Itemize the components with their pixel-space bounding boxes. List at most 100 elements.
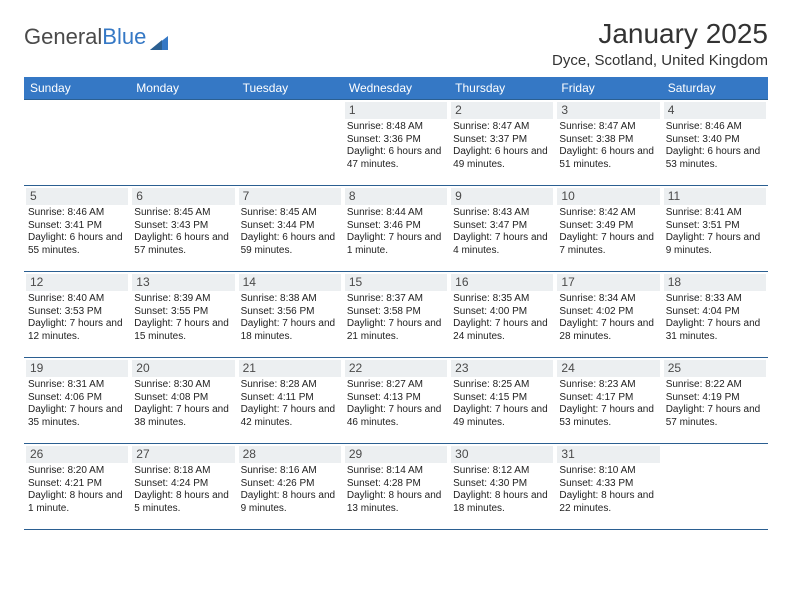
sunrise-line: Sunrise: 8:47 AM bbox=[559, 121, 657, 134]
sunset-line: Sunset: 4:06 PM bbox=[28, 392, 126, 405]
daylight-line: Daylight: 6 hours and 53 minutes. bbox=[666, 146, 764, 171]
daylight-line: Daylight: 7 hours and 42 minutes. bbox=[241, 404, 339, 429]
sunset-line: Sunset: 4:21 PM bbox=[28, 478, 126, 491]
day-cell: 2Sunrise: 8:47 AMSunset: 3:37 PMDaylight… bbox=[449, 99, 555, 185]
day-cell: 27Sunrise: 8:18 AMSunset: 4:24 PMDayligh… bbox=[130, 443, 236, 529]
month-title: January 2025 bbox=[552, 18, 768, 50]
daylight-line: Daylight: 6 hours and 51 minutes. bbox=[559, 146, 657, 171]
daylight-line: Daylight: 8 hours and 1 minute. bbox=[28, 490, 126, 515]
sunset-line: Sunset: 4:26 PM bbox=[241, 478, 339, 491]
dow-header: Saturday bbox=[662, 77, 768, 99]
daylight-line: Daylight: 7 hours and 21 minutes. bbox=[347, 318, 445, 343]
brand-logo: GeneralBlue bbox=[24, 24, 168, 50]
daylight-line: Daylight: 8 hours and 18 minutes. bbox=[453, 490, 551, 515]
sunset-line: Sunset: 3:44 PM bbox=[241, 220, 339, 233]
sunset-line: Sunset: 4:08 PM bbox=[134, 392, 232, 405]
day-number: 31 bbox=[555, 446, 661, 463]
day-number: 28 bbox=[237, 446, 343, 463]
sunset-line: Sunset: 4:24 PM bbox=[134, 478, 232, 491]
day-number: 30 bbox=[449, 446, 555, 463]
sunrise-line: Sunrise: 8:37 AM bbox=[347, 293, 445, 306]
day-cell: 3Sunrise: 8:47 AMSunset: 3:38 PMDaylight… bbox=[555, 99, 661, 185]
sunrise-line: Sunrise: 8:20 AM bbox=[28, 465, 126, 478]
day-cell: 6Sunrise: 8:45 AMSunset: 3:43 PMDaylight… bbox=[130, 185, 236, 271]
sunset-line: Sunset: 3:36 PM bbox=[347, 134, 445, 147]
day-number: 6 bbox=[130, 188, 236, 205]
sunset-line: Sunset: 3:46 PM bbox=[347, 220, 445, 233]
sunrise-line: Sunrise: 8:22 AM bbox=[666, 379, 764, 392]
sunset-line: Sunset: 4:04 PM bbox=[666, 306, 764, 319]
daylight-line: Daylight: 8 hours and 22 minutes. bbox=[559, 490, 657, 515]
day-cell: 4Sunrise: 8:46 AMSunset: 3:40 PMDaylight… bbox=[662, 99, 768, 185]
day-cell: 1Sunrise: 8:48 AMSunset: 3:36 PMDaylight… bbox=[343, 99, 449, 185]
sunrise-line: Sunrise: 8:38 AM bbox=[241, 293, 339, 306]
daylight-line: Daylight: 7 hours and 7 minutes. bbox=[559, 232, 657, 257]
sunrise-line: Sunrise: 8:46 AM bbox=[28, 207, 126, 220]
daylight-line: Daylight: 6 hours and 47 minutes. bbox=[347, 146, 445, 171]
sunrise-line: Sunrise: 8:12 AM bbox=[453, 465, 551, 478]
day-number: 29 bbox=[343, 446, 449, 463]
day-cell: 26Sunrise: 8:20 AMSunset: 4:21 PMDayligh… bbox=[24, 443, 130, 529]
daylight-line: Daylight: 7 hours and 46 minutes. bbox=[347, 404, 445, 429]
sunrise-line: Sunrise: 8:35 AM bbox=[453, 293, 551, 306]
day-cell: 22Sunrise: 8:27 AMSunset: 4:13 PMDayligh… bbox=[343, 357, 449, 443]
day-cell: 14Sunrise: 8:38 AMSunset: 3:56 PMDayligh… bbox=[237, 271, 343, 357]
day-number: 9 bbox=[449, 188, 555, 205]
sunset-line: Sunset: 4:02 PM bbox=[559, 306, 657, 319]
dow-header: Tuesday bbox=[237, 77, 343, 99]
sunset-line: Sunset: 4:28 PM bbox=[347, 478, 445, 491]
sunset-line: Sunset: 3:47 PM bbox=[453, 220, 551, 233]
dow-header: Friday bbox=[555, 77, 661, 99]
sunrise-line: Sunrise: 8:16 AM bbox=[241, 465, 339, 478]
sunset-line: Sunset: 4:30 PM bbox=[453, 478, 551, 491]
dow-header: Monday bbox=[130, 77, 236, 99]
sunrise-line: Sunrise: 8:44 AM bbox=[347, 207, 445, 220]
sunrise-line: Sunrise: 8:10 AM bbox=[559, 465, 657, 478]
day-cell: 5Sunrise: 8:46 AMSunset: 3:41 PMDaylight… bbox=[24, 185, 130, 271]
sunset-line: Sunset: 3:58 PM bbox=[347, 306, 445, 319]
empty-cell bbox=[237, 99, 343, 185]
daylight-line: Daylight: 6 hours and 55 minutes. bbox=[28, 232, 126, 257]
day-cell: 10Sunrise: 8:42 AMSunset: 3:49 PMDayligh… bbox=[555, 185, 661, 271]
sunset-line: Sunset: 4:15 PM bbox=[453, 392, 551, 405]
day-number: 10 bbox=[555, 188, 661, 205]
day-number: 20 bbox=[130, 360, 236, 377]
day-cell: 12Sunrise: 8:40 AMSunset: 3:53 PMDayligh… bbox=[24, 271, 130, 357]
daylight-line: Daylight: 8 hours and 13 minutes. bbox=[347, 490, 445, 515]
day-number: 21 bbox=[237, 360, 343, 377]
brand-blue: Blue bbox=[102, 24, 146, 50]
sunset-line: Sunset: 3:53 PM bbox=[28, 306, 126, 319]
day-number: 7 bbox=[237, 188, 343, 205]
sunrise-line: Sunrise: 8:39 AM bbox=[134, 293, 232, 306]
sunrise-line: Sunrise: 8:31 AM bbox=[28, 379, 126, 392]
sunrise-line: Sunrise: 8:48 AM bbox=[347, 121, 445, 134]
sunset-line: Sunset: 3:49 PM bbox=[559, 220, 657, 233]
day-cell: 13Sunrise: 8:39 AMSunset: 3:55 PMDayligh… bbox=[130, 271, 236, 357]
daylight-line: Daylight: 8 hours and 9 minutes. bbox=[241, 490, 339, 515]
sunset-line: Sunset: 3:37 PM bbox=[453, 134, 551, 147]
day-number: 4 bbox=[662, 102, 768, 119]
day-number: 15 bbox=[343, 274, 449, 291]
sunset-line: Sunset: 3:55 PM bbox=[134, 306, 232, 319]
sunset-line: Sunset: 3:43 PM bbox=[134, 220, 232, 233]
daylight-line: Daylight: 7 hours and 12 minutes. bbox=[28, 318, 126, 343]
daylight-line: Daylight: 7 hours and 24 minutes. bbox=[453, 318, 551, 343]
day-number: 19 bbox=[24, 360, 130, 377]
header: GeneralBlue January 2025 Dyce, Scotland,… bbox=[24, 18, 768, 69]
day-cell: 15 Sunrise: 8:37 AMSunset: 3:58 PMDayligh… bbox=[343, 271, 449, 357]
day-number: 24 bbox=[555, 360, 661, 377]
day-cell: 24Sunrise: 8:23 AMSunset: 4:17 PMDayligh… bbox=[555, 357, 661, 443]
page: GeneralBlue January 2025 Dyce, Scotland,… bbox=[0, 0, 792, 548]
calendar-grid: SundayMondayTuesdayWednesdayThursdayFrid… bbox=[24, 77, 768, 530]
brand-gray: General bbox=[24, 24, 102, 50]
sunrise-line: Sunrise: 8:28 AM bbox=[241, 379, 339, 392]
sunset-line: Sunset: 4:19 PM bbox=[666, 392, 764, 405]
daylight-line: Daylight: 7 hours and 31 minutes. bbox=[666, 318, 764, 343]
day-number: 18 bbox=[662, 274, 768, 291]
day-number: 22 bbox=[343, 360, 449, 377]
day-number: 14 bbox=[237, 274, 343, 291]
day-cell: 7Sunrise: 8:45 AMSunset: 3:44 PMDaylight… bbox=[237, 185, 343, 271]
sunrise-line: Sunrise: 8:33 AM bbox=[666, 293, 764, 306]
sunrise-line: Sunrise: 8:40 AM bbox=[28, 293, 126, 306]
sunset-line: Sunset: 3:38 PM bbox=[559, 134, 657, 147]
